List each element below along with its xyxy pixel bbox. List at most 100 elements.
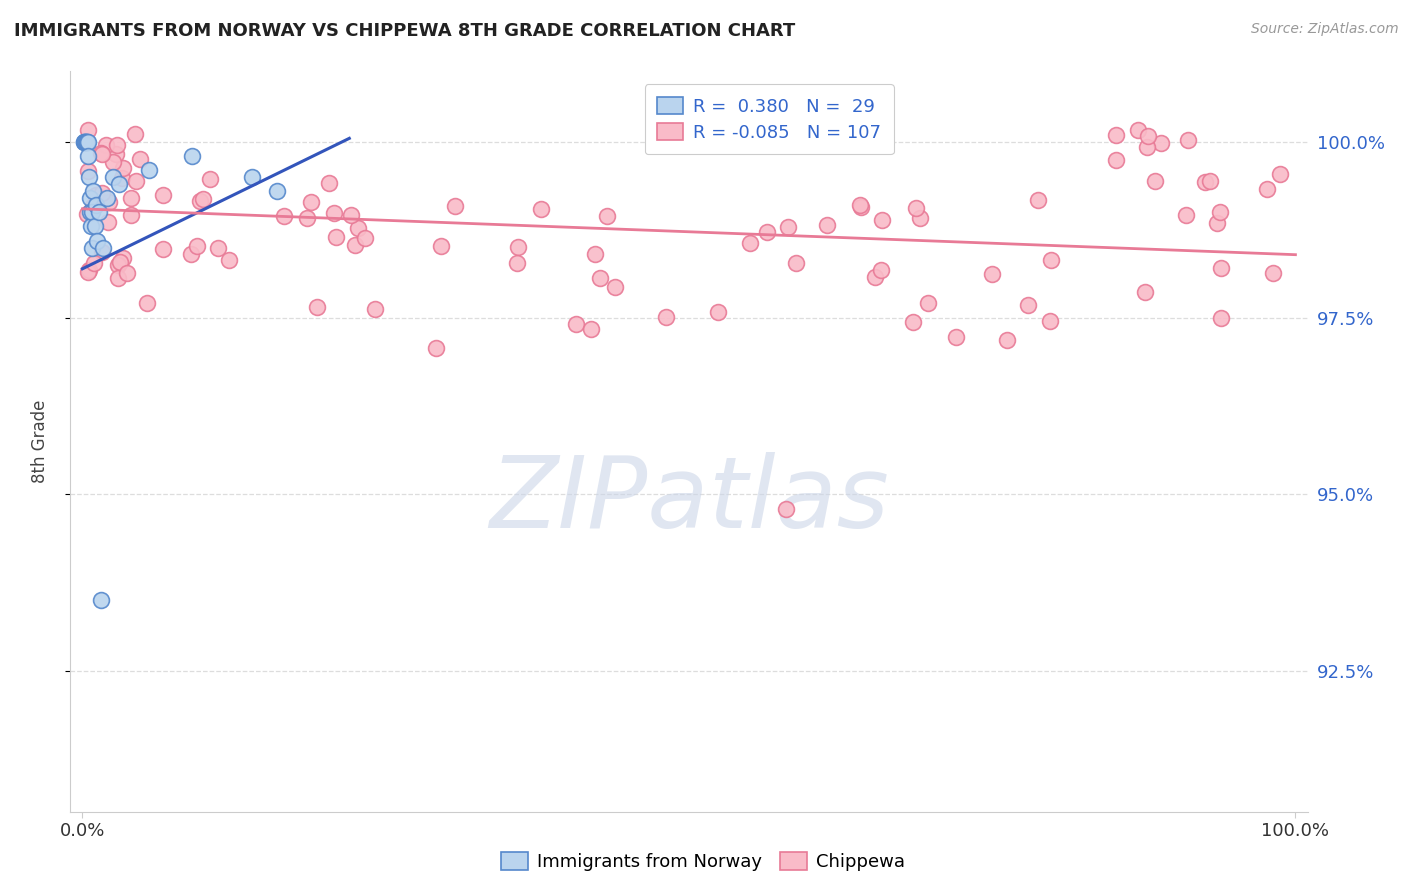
Point	[101, 155, 124, 169]
Point	[91, 245, 114, 260]
Point	[152, 188, 174, 202]
Point	[815, 218, 838, 232]
Point	[76, 207, 98, 221]
Point	[1039, 314, 1062, 328]
Point	[305, 300, 328, 314]
Point	[112, 251, 135, 265]
Point	[129, 152, 152, 166]
Point	[849, 198, 872, 212]
Point	[908, 211, 931, 225]
Point	[444, 198, 467, 212]
Point	[218, 252, 240, 267]
Point	[530, 202, 553, 217]
Point	[76, 135, 98, 149]
Point	[1268, 167, 1291, 181]
Point	[583, 246, 606, 260]
Point	[1211, 310, 1233, 325]
Text: ZIPatlas: ZIPatlas	[489, 452, 889, 549]
Point	[180, 247, 202, 261]
Point	[76, 135, 98, 149]
Point	[94, 138, 117, 153]
Point	[77, 135, 100, 149]
Text: Source: ZipAtlas.com: Source: ZipAtlas.com	[1251, 22, 1399, 37]
Point	[870, 213, 893, 227]
Point	[111, 161, 134, 175]
Point	[90, 145, 112, 160]
Point	[107, 258, 129, 272]
Point	[981, 267, 1004, 281]
Point	[775, 501, 797, 516]
Point	[82, 205, 104, 219]
Point	[785, 256, 807, 270]
Point	[86, 234, 108, 248]
Point	[83, 219, 105, 234]
Point	[299, 194, 322, 209]
Point	[1206, 217, 1229, 231]
Point	[82, 184, 104, 198]
Point	[96, 191, 118, 205]
Point	[77, 123, 100, 137]
Point	[138, 163, 160, 178]
Point	[84, 187, 107, 202]
Point	[506, 240, 529, 254]
Legend: R =  0.380   N =  29, R = -0.085   N = 107: R = 0.380 N = 29, R = -0.085 N = 107	[645, 84, 894, 154]
Point	[108, 255, 131, 269]
Point	[77, 170, 100, 185]
Point	[579, 322, 602, 336]
Point	[1137, 128, 1160, 143]
Point	[596, 209, 619, 223]
Y-axis label: 8th Grade: 8th Grade	[31, 400, 49, 483]
Point	[995, 334, 1018, 348]
Point	[84, 198, 107, 212]
Point	[1136, 140, 1159, 154]
Point	[75, 135, 97, 149]
Point	[295, 211, 318, 225]
Point	[1209, 205, 1232, 219]
Point	[740, 236, 762, 251]
Point	[1209, 260, 1232, 275]
Point	[917, 296, 939, 310]
Point	[152, 243, 174, 257]
Point	[180, 149, 202, 163]
Point	[91, 241, 114, 255]
Point	[1040, 253, 1063, 268]
Point	[135, 296, 157, 310]
Point	[120, 191, 142, 205]
Point	[565, 317, 588, 331]
Point	[869, 263, 891, 277]
Point	[75, 135, 97, 149]
Point	[120, 208, 142, 222]
Point	[340, 208, 363, 222]
Point	[346, 220, 368, 235]
Point	[76, 164, 98, 178]
Point	[90, 186, 112, 200]
Point	[655, 310, 678, 324]
Point	[605, 280, 627, 294]
Point	[1263, 266, 1285, 280]
Point	[79, 205, 101, 219]
Point	[1017, 298, 1039, 312]
Point	[266, 184, 288, 198]
Point	[90, 593, 112, 607]
Point	[105, 138, 128, 153]
Point	[77, 149, 100, 163]
Point	[190, 194, 212, 208]
Point	[77, 263, 100, 277]
Point	[1105, 153, 1128, 167]
Point	[904, 201, 927, 215]
Point	[1133, 285, 1156, 300]
Point	[1144, 174, 1167, 188]
Point	[1175, 208, 1198, 222]
Point	[77, 265, 100, 279]
Point	[1128, 123, 1150, 137]
Point	[83, 255, 105, 269]
Legend: Immigrants from Norway, Chippewa: Immigrants from Norway, Chippewa	[494, 846, 912, 879]
Point	[778, 220, 800, 235]
Point	[73, 135, 96, 149]
Point	[101, 170, 124, 185]
Point	[325, 230, 347, 244]
Point	[945, 330, 967, 344]
Text: IMMIGRANTS FROM NORWAY VS CHIPPEWA 8TH GRADE CORRELATION CHART: IMMIGRANTS FROM NORWAY VS CHIPPEWA 8TH G…	[14, 22, 796, 40]
Point	[207, 241, 229, 255]
Point	[73, 135, 96, 149]
